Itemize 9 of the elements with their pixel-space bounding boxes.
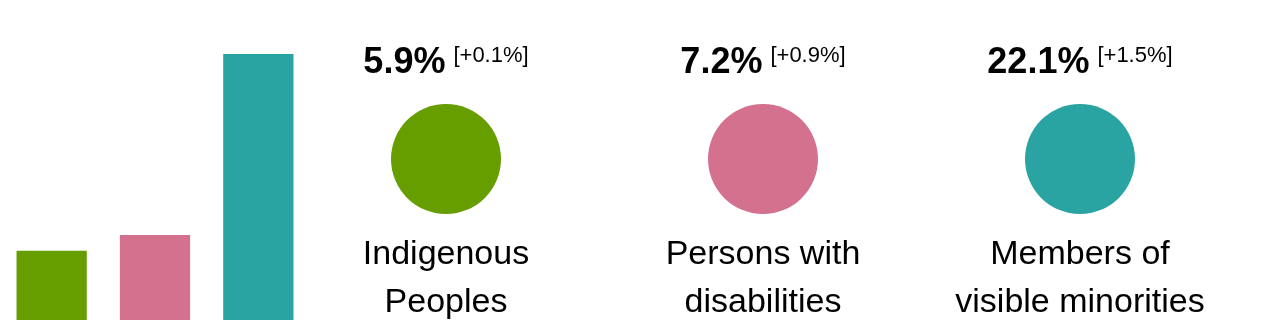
text: 22.1% <box>987 40 1090 81</box>
category-label: Members of visible minorities <box>954 232 1206 321</box>
category-label: Persons with disabilities <box>664 232 862 321</box>
category-label: Indigenous Peoples <box>361 232 531 321</box>
text: 5.9% <box>363 40 446 81</box>
text: [+0.1%] <box>453 42 529 67</box>
text: 7.2% <box>680 40 763 81</box>
text: [+1.5%] <box>1097 42 1173 67</box>
text: [+0.9%] <box>770 42 846 67</box>
